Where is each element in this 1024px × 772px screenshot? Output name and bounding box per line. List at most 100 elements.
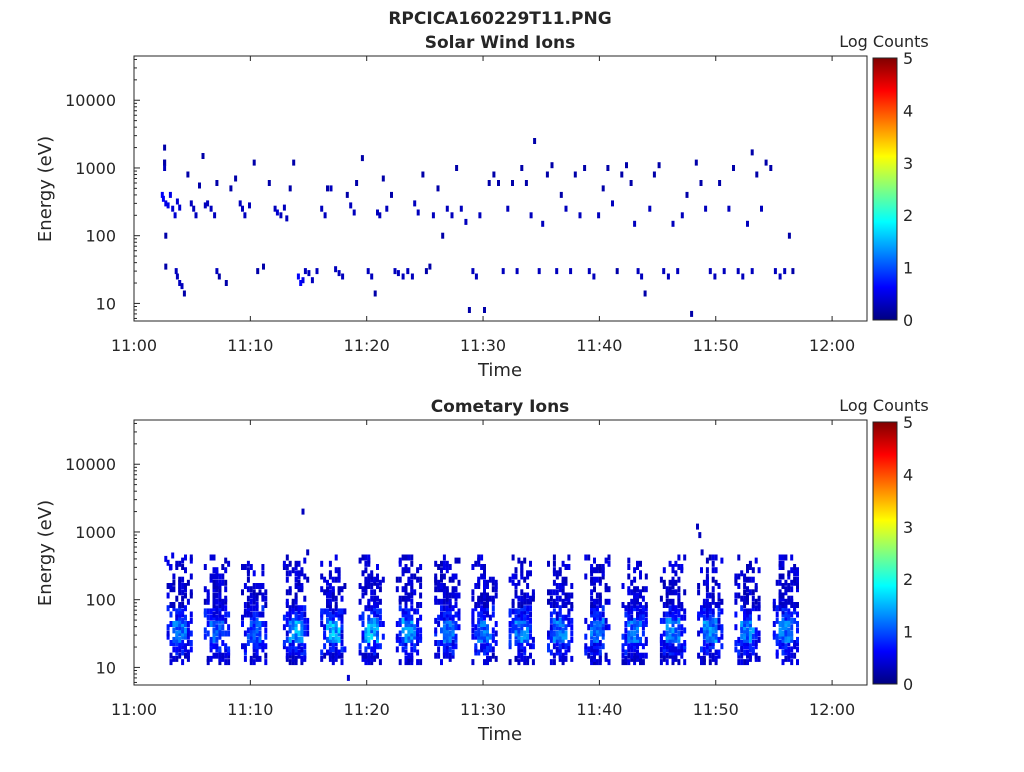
heatmap-cell — [641, 624, 645, 631]
heatmap-cell — [395, 633, 399, 640]
heatmap-cell — [297, 630, 301, 637]
heatmap-cell — [520, 617, 524, 624]
heatmap-cell — [598, 579, 602, 586]
heatmap-cell — [166, 624, 170, 631]
heatmap-cell — [477, 611, 481, 618]
heatmap-cell — [206, 592, 210, 599]
heatmap-cell — [218, 659, 222, 666]
heatmap-cell — [680, 630, 684, 637]
heatmap-cell — [601, 185, 605, 192]
heatmap-cell — [164, 200, 168, 207]
heatmap-cell — [683, 659, 687, 666]
heatmap-cell — [416, 617, 420, 624]
heatmap-cell — [340, 595, 344, 602]
heatmap-cell — [558, 605, 562, 612]
heatmap-cell — [549, 649, 553, 656]
heatmap-cell — [288, 617, 292, 624]
heatmap-cell — [334, 652, 338, 659]
heatmap-cell — [178, 646, 182, 653]
heatmap-cell — [595, 592, 599, 599]
heatmap-cell — [166, 583, 170, 589]
heatmap-cell — [598, 614, 602, 621]
heatmap-cell — [567, 564, 571, 570]
heatmap-cell — [748, 636, 752, 643]
heatmap-cell — [636, 624, 639, 631]
heatmap-cell — [288, 624, 292, 631]
heatmap-cell — [445, 643, 449, 650]
heatmap-cell — [376, 643, 379, 650]
heatmap-cell — [477, 595, 481, 602]
heatmap-cell — [558, 567, 562, 574]
heatmap-cell — [249, 636, 253, 643]
heatmap-cell — [376, 595, 379, 602]
heatmap-cell — [294, 583, 298, 589]
heatmap-cell — [486, 608, 489, 615]
heatmap-cell — [241, 205, 244, 212]
heatmap-cell — [683, 646, 687, 653]
heatmap-cell — [665, 592, 669, 599]
heatmap-cell — [419, 602, 423, 608]
heatmap-cell — [526, 605, 530, 612]
heatmap-cell — [564, 633, 568, 640]
heatmap-cell — [326, 589, 329, 596]
heatmap-cell — [448, 621, 452, 627]
heatmap-cell — [249, 598, 253, 605]
heatmap-cell — [483, 307, 486, 313]
heatmap-cell — [331, 595, 335, 602]
heatmap-cell — [787, 630, 791, 637]
heatmap-cell — [454, 602, 458, 608]
heatmap-cell — [334, 595, 338, 602]
heatmap-cell — [668, 640, 672, 646]
heatmap-cell — [376, 652, 379, 659]
heatmap-cell — [705, 621, 709, 627]
heatmap-cell — [291, 643, 295, 650]
heatmap-cell — [746, 621, 749, 627]
heatmap-cell — [555, 583, 559, 589]
heatmap-cell — [639, 602, 642, 608]
heatmap-cell — [410, 586, 414, 593]
x-axis-label-cometary: Time — [477, 724, 522, 745]
heatmap-cell — [212, 630, 216, 637]
heatmap-cell — [367, 627, 371, 634]
heatmap-cell — [483, 589, 486, 596]
heatmap-cell — [328, 655, 332, 662]
heatmap-cell — [587, 652, 591, 659]
heatmap-cell — [370, 576, 374, 583]
heatmap-cell — [255, 595, 259, 602]
heatmap-cell — [454, 636, 458, 643]
heatmap-cell — [215, 579, 219, 586]
heatmap-cell — [677, 592, 681, 599]
heatmap-cell — [593, 598, 596, 605]
heatmap-cell — [598, 617, 602, 624]
heatmap-cell — [633, 659, 637, 666]
heatmap-cell — [584, 646, 588, 653]
heatmap-cell — [483, 636, 486, 643]
heatmap-cell — [218, 617, 222, 624]
heatmap-cell — [178, 614, 182, 621]
heatmap-cell — [787, 655, 791, 662]
heatmap-cell — [511, 602, 515, 608]
heatmap-cell — [705, 624, 709, 631]
heatmap-cell — [561, 633, 565, 640]
heatmap-cell — [329, 185, 333, 192]
heatmap-cell — [291, 652, 295, 659]
heatmap-cell — [517, 636, 521, 643]
heatmap-cell — [743, 583, 747, 589]
heatmap-cell — [224, 630, 228, 637]
heatmap-cell — [264, 589, 268, 596]
heatmap-cell — [754, 652, 758, 659]
heatmap-cell — [680, 624, 684, 631]
heatmap-cell — [677, 633, 681, 640]
heatmap-cell — [677, 598, 681, 605]
heatmap-cell — [178, 630, 182, 637]
heatmap-cell — [288, 643, 292, 650]
heatmap-cell — [561, 586, 565, 593]
heatmap-cell — [633, 643, 637, 650]
heatmap-cell — [246, 570, 250, 577]
heatmap-cell — [604, 557, 608, 564]
heatmap-cell — [227, 611, 231, 618]
heatmap-cell — [748, 589, 752, 596]
heatmap-cell — [561, 636, 565, 643]
heatmap-cell — [690, 310, 694, 317]
heatmap-cell — [249, 627, 253, 634]
